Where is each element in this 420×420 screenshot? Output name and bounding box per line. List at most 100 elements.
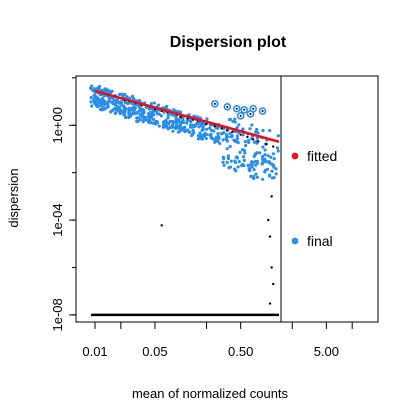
final-point (228, 131, 232, 135)
final-point (106, 88, 110, 92)
outlier-point (223, 103, 232, 111)
gene-point (268, 302, 272, 305)
chart-title: Dispersion plot (170, 34, 287, 51)
final-point (188, 123, 193, 127)
gene-point (160, 224, 163, 227)
outlier-center (226, 105, 229, 108)
final-point (89, 100, 93, 104)
final-point (107, 99, 112, 103)
outlier-center (261, 110, 264, 113)
final-point (143, 115, 148, 119)
final-point (148, 121, 153, 125)
final-point (135, 110, 140, 114)
final-point (201, 133, 205, 137)
final-point (182, 127, 186, 131)
final-point (95, 104, 99, 108)
final-point (165, 104, 169, 108)
final-point (272, 176, 276, 180)
final-point (208, 126, 212, 130)
final-point (260, 157, 265, 161)
final-point (181, 120, 185, 124)
final-point (261, 145, 265, 149)
final-point (167, 122, 171, 126)
final-point (236, 140, 240, 145)
final-point (137, 98, 142, 103)
final-point (261, 177, 265, 181)
final-point (199, 124, 204, 128)
gene-point (270, 195, 273, 198)
legend: fitted final (280, 76, 377, 322)
final-point (241, 155, 246, 159)
final-point (238, 150, 242, 154)
x-tick-label: 5.00 (314, 344, 339, 359)
final-point (205, 127, 209, 131)
final-point (263, 148, 267, 152)
x-tick-label: 0.50 (228, 344, 253, 359)
final-point (241, 127, 245, 131)
legend-label-fitted: fitted (307, 148, 337, 164)
final-point (167, 112, 171, 116)
final-point (181, 117, 185, 121)
outlier-center (252, 107, 255, 110)
final-point (159, 114, 164, 118)
final-point (228, 144, 232, 149)
final-point (168, 119, 172, 124)
final-point (178, 127, 182, 131)
final-point (228, 165, 233, 169)
final-point (200, 128, 204, 132)
legend-label-final: final (307, 233, 333, 249)
final-point (157, 124, 161, 128)
final-point (194, 123, 198, 127)
final-point (187, 130, 192, 134)
final-point (266, 154, 270, 158)
final-point (197, 125, 201, 129)
final-point (233, 160, 238, 165)
final-point (231, 119, 235, 123)
final-point (92, 97, 96, 102)
final-point (114, 108, 119, 112)
final-point (125, 95, 129, 99)
final-point (101, 107, 105, 112)
y-tick-label: 1e-04 (50, 203, 65, 236)
legend-box (280, 77, 377, 321)
final-point (185, 121, 189, 125)
final-point (221, 138, 225, 142)
final-point (210, 137, 215, 141)
final-point (198, 131, 202, 135)
gene-point (220, 127, 223, 130)
x-tick-label: 0.05 (142, 344, 167, 359)
final-point (271, 163, 276, 167)
final-point (127, 114, 131, 118)
final-point (260, 162, 264, 166)
final-point (218, 141, 222, 145)
final-point (118, 107, 122, 111)
final-point (270, 169, 274, 173)
final-point (90, 84, 94, 88)
final-point (121, 94, 125, 98)
fitted-line (94, 89, 280, 144)
final-point (164, 118, 168, 122)
gene-point (265, 142, 268, 146)
final-point (128, 96, 132, 100)
gene-point (246, 135, 249, 139)
outlier-center (249, 112, 252, 115)
final-point (248, 166, 252, 171)
final-point (200, 137, 205, 141)
gene-point (268, 235, 272, 238)
final-point (102, 102, 106, 107)
y-tick-label: 1e+00 (50, 107, 65, 144)
y-axis-label: dispersion (6, 168, 21, 227)
final-point (95, 86, 100, 90)
final-point (157, 112, 161, 116)
final-point (141, 119, 145, 124)
final-point (225, 160, 229, 165)
final-point (149, 110, 153, 115)
final-point (95, 100, 99, 104)
final-point (258, 151, 262, 155)
final-point (115, 104, 119, 108)
final-point (215, 135, 219, 139)
final-point (106, 102, 110, 106)
final-point (267, 159, 271, 164)
legend-marker-fitted (291, 152, 299, 160)
